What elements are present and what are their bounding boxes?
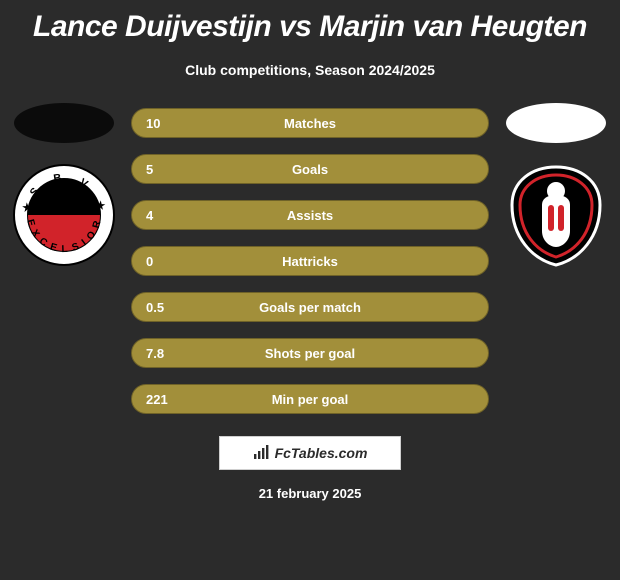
stat-row-hattricks: 0 Hattricks: [131, 246, 489, 276]
stat-label: Hattricks: [132, 254, 488, 269]
stat-row-goals: 5 Goals: [131, 154, 489, 184]
brand-chart-icon: [253, 444, 269, 463]
brand-badge[interactable]: FcTables.com: [219, 436, 401, 470]
stat-left-value: 5: [146, 162, 153, 177]
stat-label: Matches: [132, 116, 488, 131]
stat-left-value: 221: [146, 392, 168, 407]
stats-rows: 10 Matches 5 Goals 4 Assists 0 Hattricks…: [0, 108, 620, 414]
stat-left-value: 4: [146, 208, 153, 223]
stat-row-goals-per-match: 0.5 Goals per match: [131, 292, 489, 322]
stat-label: Goals: [132, 162, 488, 177]
stat-label: Min per goal: [132, 392, 488, 407]
stat-left-value: 10: [146, 116, 160, 131]
stat-left-value: 7.8: [146, 346, 164, 361]
page-title: Lance Duijvestijn vs Marjin van Heugten: [0, 0, 620, 44]
stat-label: Goals per match: [132, 300, 488, 315]
subtitle: Club competitions, Season 2024/2025: [0, 62, 620, 78]
stat-row-assists: 4 Assists: [131, 200, 489, 230]
brand-text: FcTables.com: [275, 445, 368, 461]
stat-left-value: 0: [146, 254, 153, 269]
stat-row-shots-per-goal: 7.8 Shots per goal: [131, 338, 489, 368]
stat-row-matches: 10 Matches: [131, 108, 489, 138]
stat-label: Shots per goal: [132, 346, 488, 361]
stat-left-value: 0.5: [146, 300, 164, 315]
stat-label: Assists: [132, 208, 488, 223]
date-label: 21 february 2025: [0, 486, 620, 501]
stat-row-min-per-goal: 221 Min per goal: [131, 384, 489, 414]
